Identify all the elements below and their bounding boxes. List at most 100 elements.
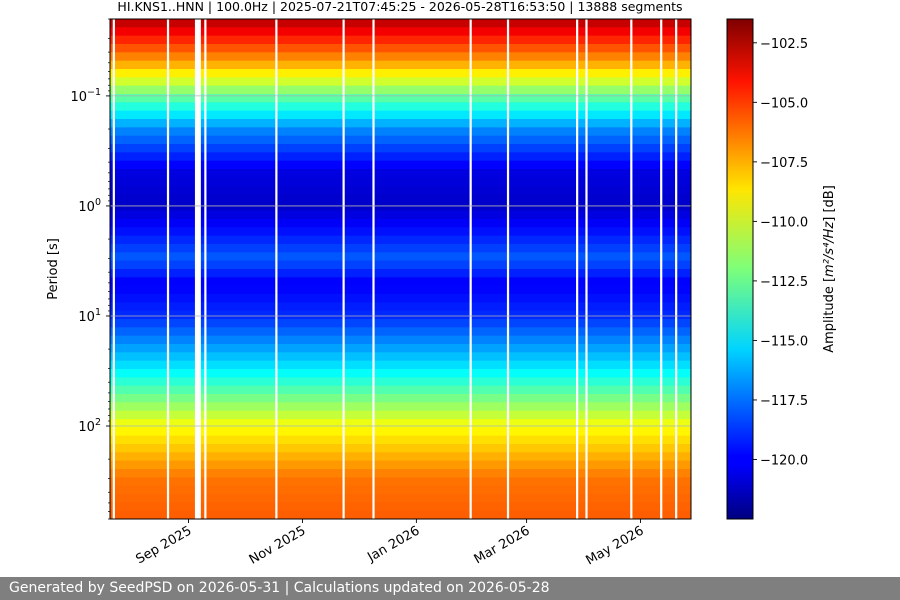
heatmap-band: [110, 177, 691, 187]
heatmap-band: [110, 277, 691, 287]
heatmap-band: [110, 419, 691, 428]
y-tick-label: 101: [78, 307, 101, 325]
data-gap: [342, 19, 345, 519]
heatmap-band: [110, 210, 691, 220]
data-gap: [194, 19, 198, 519]
heatmap-band: [110, 102, 691, 112]
colorbar-tick-label: −110.0: [760, 215, 808, 230]
heatmap-band: [110, 60, 691, 70]
heatmap-band: [110, 19, 691, 28]
x-axis-ticks: Sep 2025 Nov 2025 Jan 2026 Mar 2026 May 2026: [134, 519, 647, 569]
heatmap-band: [110, 152, 691, 162]
heatmap-band: [110, 69, 691, 78]
y-tick-label: 10−1: [70, 87, 101, 105]
colorbar-tick-label: −117.5: [760, 394, 808, 409]
heatmap-band: [110, 169, 691, 178]
heatmap-band: [110, 285, 691, 295]
heatmap-band: [110, 385, 691, 395]
y-tick-label: 102: [78, 417, 101, 435]
grid-lines: [110, 95, 691, 427]
heatmap-band: [110, 219, 691, 228]
y-axis-ticks: 10−1 100 101 102: [70, 18, 110, 520]
data-gap: [585, 19, 588, 519]
heatmap-band: [110, 427, 691, 437]
colorbar: [726, 18, 754, 520]
heatmap-band: [110, 119, 691, 128]
heatmap-band: [110, 485, 691, 495]
data-gap: [112, 19, 115, 519]
heatmap-band: [110, 469, 691, 478]
plot-frame: [109, 18, 692, 520]
data-gap: [372, 19, 375, 519]
heatmap-band: [110, 85, 691, 95]
psd-figure: HI.KNS1..HNN | 100.0Hz | 2025-07-21T07:4…: [46, 0, 837, 569]
colorbar-label: Amplitude [m²/s⁴/Hz] [dB]: [822, 185, 837, 353]
data-gap: [506, 19, 510, 519]
data-gap: [196, 19, 200, 519]
colorbar-tick-label: −105.0: [760, 96, 808, 111]
heatmap-band: [110, 269, 691, 278]
heatmap-band: [110, 335, 691, 345]
data-gap: [204, 19, 207, 519]
heatmap-band: [110, 394, 691, 403]
heatmap-band: [110, 327, 691, 337]
heatmap-band: [110, 360, 691, 370]
heatmap-band: [110, 494, 691, 503]
heatmap-band: [110, 310, 691, 320]
colorbar-tick-label: −120.0: [760, 453, 808, 468]
heatmap-band: [110, 35, 691, 45]
data-gap: [576, 19, 579, 519]
x-tick-label: Jan 2026: [364, 523, 422, 565]
heatmap-band: [110, 352, 691, 362]
heatmap-band: [110, 194, 691, 203]
heatmap-band: [110, 452, 691, 462]
heatmap-band: [110, 27, 691, 37]
colorbar-tick-label: −115.0: [760, 334, 808, 349]
data-gap: [630, 19, 633, 519]
heatmap-band: [110, 369, 691, 378]
data-gap: [275, 19, 278, 519]
heatmap-band: [110, 94, 691, 103]
heatmap-band: [110, 127, 691, 137]
x-tick-label: Nov 2025: [247, 523, 309, 567]
data-gap: [469, 19, 472, 519]
heatmap-band: [110, 477, 691, 487]
heatmap-band: [110, 302, 691, 312]
x-tick-label: Mar 2026: [472, 523, 533, 567]
colorbar-tick-label: −112.5: [760, 275, 808, 290]
colorbar-label-suffix: ] [dB]: [822, 185, 837, 222]
heatmap-band: [110, 294, 691, 303]
heatmap-band: [110, 319, 691, 328]
data-gap: [675, 19, 678, 519]
data-gaps: [112, 19, 678, 519]
spectrogram-heatmap: [110, 19, 691, 519]
colorbar-ticks: −102.5 −105.0 −107.5 −110.0 −112.5 −115.0 −117…: [753, 37, 808, 468]
x-tick-label: May 2026: [584, 523, 647, 568]
heatmap-band: [110, 402, 691, 412]
heatmap-band: [110, 77, 691, 87]
data-gap: [660, 19, 663, 519]
heatmap-band: [110, 377, 691, 387]
heatmap-band: [110, 160, 691, 170]
heatmap-band: [110, 510, 691, 519]
heatmap-band: [110, 410, 691, 420]
colorbar-label-unit: m²/s⁴/Hz: [822, 221, 837, 277]
y-axis-label: Period [s]: [46, 238, 61, 300]
x-tick-label: Sep 2025: [134, 523, 195, 567]
heatmap-band: [110, 260, 691, 270]
colorbar-tick-label: −107.5: [760, 156, 808, 171]
heatmap-band: [110, 344, 691, 353]
heatmap-band: [110, 252, 691, 262]
heatmap-band: [110, 460, 691, 470]
data-gap: [166, 19, 170, 519]
heatmap-band: [110, 435, 691, 445]
chart-title: HI.KNS1..HNN | 100.0Hz | 2025-07-21T07:4…: [117, 0, 682, 14]
heatmap-band: [110, 444, 691, 453]
heatmap-band: [110, 502, 691, 512]
heatmap-band: [110, 235, 691, 245]
y-tick-label: 100: [78, 197, 101, 215]
heatmap-band: [110, 110, 691, 120]
footer-bar: Generated by SeedPSD on 2026-05-31 | Cal…: [0, 577, 900, 600]
colorbar-tick-label: −102.5: [760, 37, 808, 52]
heatmap-band: [110, 202, 691, 212]
